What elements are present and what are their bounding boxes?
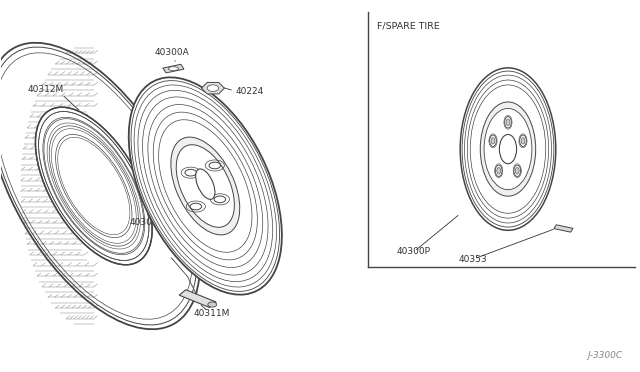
Ellipse shape: [515, 167, 519, 174]
Ellipse shape: [0, 43, 200, 329]
Ellipse shape: [514, 165, 520, 176]
Ellipse shape: [176, 145, 234, 227]
Ellipse shape: [207, 85, 219, 92]
Text: J-3300C: J-3300C: [588, 350, 623, 359]
Polygon shape: [554, 225, 573, 232]
Ellipse shape: [520, 135, 526, 147]
Ellipse shape: [506, 119, 510, 125]
Text: 40224: 40224: [236, 87, 264, 96]
Polygon shape: [163, 64, 184, 73]
Ellipse shape: [521, 138, 525, 144]
Ellipse shape: [484, 109, 532, 190]
Text: 40312M: 40312M: [28, 85, 64, 94]
Ellipse shape: [495, 165, 502, 176]
Text: 40300A: 40300A: [155, 48, 189, 57]
Ellipse shape: [504, 116, 511, 128]
Text: 40300P: 40300P: [130, 218, 164, 227]
Ellipse shape: [171, 137, 240, 235]
Ellipse shape: [190, 203, 202, 210]
Ellipse shape: [208, 302, 217, 307]
Text: 40311M: 40311M: [193, 310, 230, 318]
Ellipse shape: [480, 102, 536, 196]
Ellipse shape: [490, 135, 497, 147]
Text: 40300P: 40300P: [396, 247, 431, 256]
Ellipse shape: [129, 77, 282, 295]
Text: F/SPARE TIRE: F/SPARE TIRE: [378, 22, 440, 31]
Text: 40353: 40353: [459, 255, 488, 264]
Ellipse shape: [460, 68, 556, 230]
Ellipse shape: [209, 162, 221, 169]
Ellipse shape: [35, 107, 152, 265]
Ellipse shape: [491, 138, 495, 144]
Ellipse shape: [214, 196, 226, 203]
Ellipse shape: [185, 169, 196, 176]
Polygon shape: [179, 290, 216, 308]
Ellipse shape: [499, 134, 516, 164]
Ellipse shape: [196, 169, 215, 199]
Ellipse shape: [497, 167, 500, 174]
Ellipse shape: [168, 67, 179, 70]
